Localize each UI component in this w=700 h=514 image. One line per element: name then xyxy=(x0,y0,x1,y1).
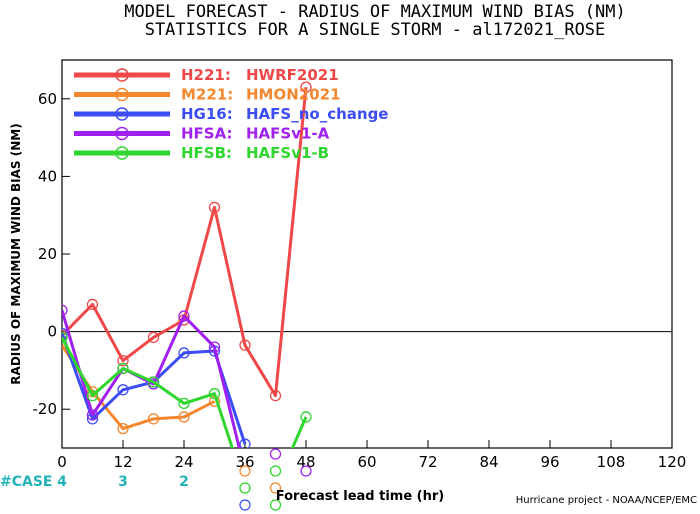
x-tick-label: 120 xyxy=(658,453,687,471)
x-tick-label: 108 xyxy=(597,453,626,471)
series-point xyxy=(269,389,282,402)
chart-title-line1: MODEL FORECAST - RADIUS OF MAXIMUM WIND … xyxy=(124,2,626,22)
legend-name: HAFSv1-B xyxy=(246,144,329,162)
below-axis-markers xyxy=(239,448,312,511)
series-point xyxy=(147,376,160,388)
x-tick-label: 60 xyxy=(357,453,376,471)
case-counts: #CASE 4 3 2 xyxy=(0,474,189,490)
x-tick-label: 24 xyxy=(174,453,193,471)
y-tick-label: 60 xyxy=(38,90,57,108)
series-point xyxy=(208,388,221,400)
legend-swatch-marker xyxy=(115,146,129,160)
series-point xyxy=(208,341,221,353)
below-axis-marker xyxy=(269,465,282,477)
x-tick-label: 12 xyxy=(113,453,132,471)
x-tick-label: 84 xyxy=(479,453,498,471)
y-tick-label: -20 xyxy=(33,400,58,418)
series-point xyxy=(239,438,251,448)
series-point xyxy=(117,362,129,375)
series-point xyxy=(117,384,129,396)
x-tick-label: 0 xyxy=(57,453,67,471)
series-layer xyxy=(62,81,312,448)
series-hafsv1-b xyxy=(62,331,312,448)
legend-model: HFSA: xyxy=(181,125,233,143)
legend-model: HFSB: xyxy=(181,144,232,162)
series-point xyxy=(117,422,129,435)
series-point xyxy=(62,304,68,316)
legend-swatch-marker xyxy=(115,107,129,121)
legend-swatch-marker xyxy=(115,126,129,141)
legend-name: HAFS_no_change xyxy=(246,105,388,123)
credit-text: Hurricane project - NOAA/NCEP/EMC xyxy=(516,495,697,506)
below-axis-marker xyxy=(239,465,251,477)
case-count: 3 xyxy=(118,474,128,490)
x-tick-label: 36 xyxy=(235,453,254,471)
series-point xyxy=(86,389,99,402)
series-point xyxy=(300,81,312,93)
below-axis-marker xyxy=(269,499,282,511)
y-axis-label: RADIUS OF MAXIMUM WIND BIAS (NM) xyxy=(9,123,23,384)
series-point xyxy=(178,397,190,410)
legend-swatch-marker xyxy=(115,87,129,102)
series-point xyxy=(239,339,251,351)
series-point xyxy=(147,413,160,425)
series-point xyxy=(86,298,99,311)
below-axis-marker xyxy=(239,482,251,494)
legend-name: HAFSv1-A xyxy=(246,125,330,143)
series-line xyxy=(62,87,308,398)
below-axis-marker xyxy=(300,465,312,477)
series-line xyxy=(62,309,241,448)
y-tick-label: 40 xyxy=(38,167,57,185)
legend-name: HWRF2021 xyxy=(246,66,339,84)
below-axis-marker xyxy=(239,499,251,511)
case-count: 2 xyxy=(179,474,189,490)
series-point xyxy=(178,347,190,359)
x-tick-label: 48 xyxy=(296,453,315,471)
legend: H221: HWRF2021 M221: HMON2021 HG16: HAFS_no_c… xyxy=(74,66,388,162)
x-axis-label: Forecast lead time (hr) xyxy=(276,489,444,504)
x-axis: 0 12 24 36 48 60 72 84 96 108 120 xyxy=(57,440,686,471)
series-point xyxy=(62,327,68,340)
y-tick-label: 0 xyxy=(47,323,57,341)
series-clip-group xyxy=(62,81,312,448)
case-label: #CASE xyxy=(0,474,53,490)
series-point xyxy=(117,355,129,367)
legend-model: HG16: xyxy=(181,105,233,123)
legend-name: HMON2021 xyxy=(246,86,341,104)
series-point xyxy=(178,310,190,322)
series-point xyxy=(62,331,68,344)
series-point xyxy=(178,411,190,423)
series-hafsv1-a xyxy=(62,304,241,448)
series-point xyxy=(86,409,99,421)
legend-model: H221: xyxy=(181,66,231,84)
x-tick-label: 72 xyxy=(418,453,437,471)
series-point xyxy=(208,201,221,214)
series-point xyxy=(300,411,312,423)
legend-model: M221: xyxy=(181,86,233,104)
below-axis-marker xyxy=(269,448,282,460)
chart-title-line2: STATISTICS FOR A SINGLE STORM - al172021… xyxy=(145,20,606,40)
case-count: 4 xyxy=(57,474,67,490)
below-axis-marker xyxy=(269,482,282,494)
series-point xyxy=(147,331,160,344)
y-tick-label: 20 xyxy=(38,245,57,263)
series-line xyxy=(62,336,308,448)
x-tick-label: 96 xyxy=(540,453,559,471)
legend-swatch-marker xyxy=(115,68,129,82)
